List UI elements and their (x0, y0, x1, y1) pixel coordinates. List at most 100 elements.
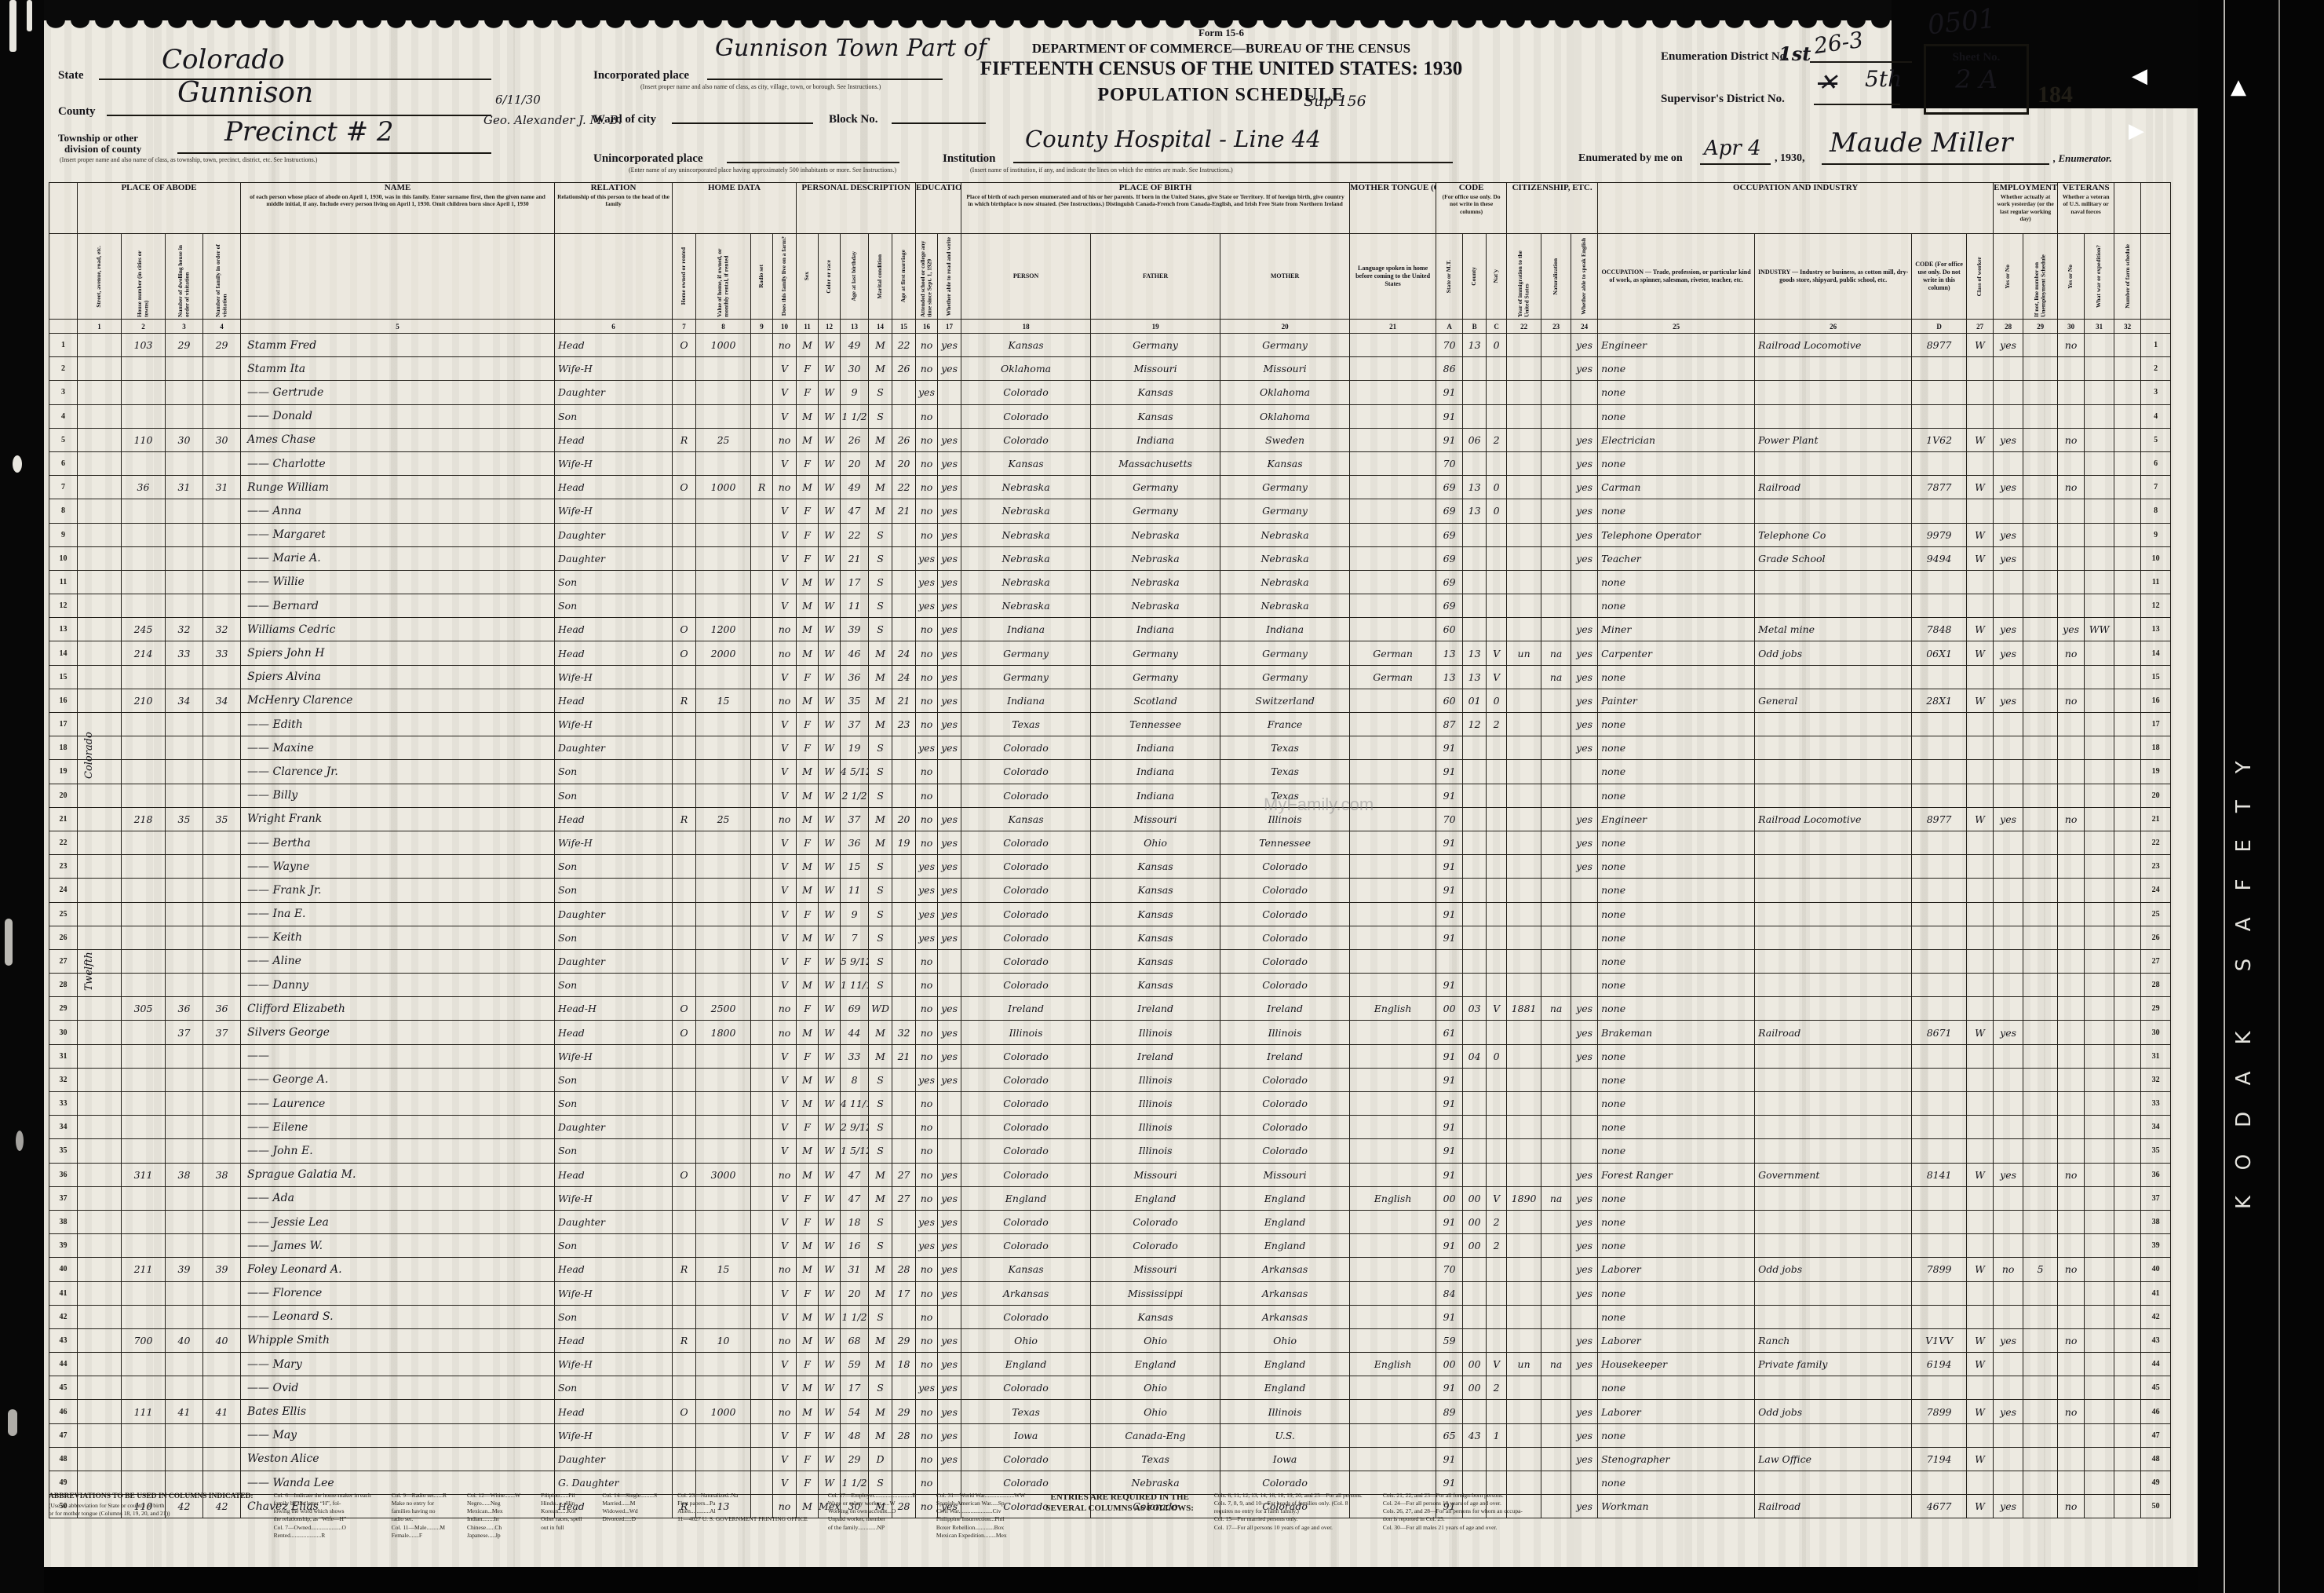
column-number: B (1462, 319, 1487, 334)
table-cell (1462, 759, 1487, 784)
table-cell: V (772, 1233, 797, 1259)
table-cell (2114, 641, 2142, 666)
table-cell: V (772, 1352, 797, 1377)
column-header: Whether able to read and write (937, 233, 962, 320)
table-cell (121, 1020, 166, 1045)
table-cell (750, 569, 774, 595)
table-cell: 37 (202, 1020, 242, 1045)
table-cell: Missouri (1220, 1162, 1351, 1187)
table-cell: 18 (892, 1352, 917, 1377)
table-cell (1486, 1115, 1508, 1140)
table-cell: Carpenter (1597, 641, 1756, 666)
table-cell (2114, 475, 2142, 500)
table-cell (165, 1470, 203, 1496)
table-cell: Ranch (1754, 1328, 1913, 1354)
table-cell (1754, 404, 1913, 429)
table-cell: Nebraska (1220, 569, 1351, 595)
table-cell (202, 1209, 242, 1235)
table-cell: W (818, 499, 841, 524)
table-cell: 0 (1486, 475, 1508, 500)
table-cell: 91 (1436, 404, 1464, 429)
table-cell: 13 (1462, 499, 1487, 524)
table-cell (1754, 664, 1913, 689)
table-cell: S (868, 1209, 893, 1235)
table-cell: Stamm Fred (240, 332, 556, 358)
table-cell (77, 1352, 122, 1377)
table-cell: 32 (892, 1020, 917, 1045)
table-cell: no (915, 996, 939, 1021)
table-cell (1349, 332, 1437, 358)
table-cell: W (818, 736, 841, 761)
column-number: 8 (695, 319, 752, 334)
table-cell: R (672, 1257, 697, 1282)
table-cell (1911, 499, 1968, 524)
table-cell: Tennessee (1090, 711, 1221, 737)
table-cell: Engineer (1597, 332, 1756, 358)
table-cell: no (915, 499, 939, 524)
table-cell: yes (937, 1209, 962, 1235)
column-group-header: EMPLOYMENT Whether actually at work yeste… (1993, 182, 2059, 234)
table-cell (1911, 569, 1968, 595)
incorporated-label: Incorporated place (593, 69, 690, 82)
table-cell (77, 736, 122, 761)
table-cell (2114, 736, 2142, 761)
table-cell (672, 783, 697, 808)
table-cell: no (2057, 427, 2085, 452)
table-cell (1571, 1091, 1599, 1116)
table-cell (892, 380, 917, 405)
table-cell: M (796, 404, 819, 429)
table-cell: none (1597, 996, 1756, 1021)
table-cell (672, 948, 697, 974)
table-cell: yes (1571, 1446, 1599, 1472)
table-cell: 43 (1462, 1423, 1487, 1448)
table-cell: 06X1 (1911, 641, 1968, 666)
table-cell: 11 (49, 569, 78, 595)
table-cell (1993, 1209, 2024, 1235)
table-cell (1349, 1233, 1437, 1259)
table-cell (1911, 1281, 1968, 1306)
table-cell (892, 594, 917, 619)
table-cell: yes (937, 925, 962, 950)
table-cell: 70 (1436, 1257, 1464, 1282)
table-cell: 41 (49, 1281, 78, 1306)
table-cell: no (915, 664, 939, 689)
table-cell: Head (554, 641, 673, 666)
table-cell: 91 (1436, 427, 1464, 452)
table-cell (2023, 332, 2059, 358)
table-cell (2023, 1020, 2059, 1045)
table-cell: yes (1993, 641, 2024, 666)
table-cell (2084, 973, 2115, 998)
table-cell (672, 1091, 697, 1116)
table-cell: Daughter (554, 1115, 673, 1140)
table-cell: 91 (1436, 380, 1464, 405)
table-row: 29 305 36 36 Clifford Elizabeth Head-H O 2500 no… (49, 996, 2172, 1021)
table-cell (1462, 1328, 1487, 1354)
alexander-note: Geo. Alexander J. M. B. (483, 113, 622, 127)
table-cell: —— Bertha (240, 830, 556, 856)
table-cell: 91 (1436, 736, 1464, 761)
table-cell: F (796, 356, 819, 382)
table-row: 31 —— Wife-H V F W 33 M 21 no yes Colorado Ireland Ir… (49, 1043, 2172, 1069)
table-cell (1462, 1494, 1487, 1519)
table-cell (1349, 1376, 1437, 1401)
table-cell: 17 (892, 1281, 917, 1306)
table-cell (2084, 783, 2115, 808)
table-cell (165, 1186, 203, 1211)
table-cell: 1000 (695, 475, 752, 500)
table-cell (892, 1233, 917, 1259)
table-cell: England (1090, 1352, 1221, 1377)
table-cell: Colorado (961, 759, 1092, 784)
table-cell: —— Frank Jr. (240, 878, 556, 903)
table-cell: 2 (1486, 427, 1508, 452)
table-cell: 39 (202, 1257, 242, 1282)
table-cell (1966, 1043, 1994, 1069)
column-number: 22 (1506, 319, 1542, 334)
table-cell: yes (937, 878, 962, 903)
table-cell: M (868, 451, 893, 477)
table-cell: W (1966, 332, 1994, 358)
table-cell (2114, 973, 2142, 998)
table-cell (1541, 901, 1572, 926)
table-cell (1486, 594, 1508, 619)
table-cell: Nebraska (961, 594, 1092, 619)
